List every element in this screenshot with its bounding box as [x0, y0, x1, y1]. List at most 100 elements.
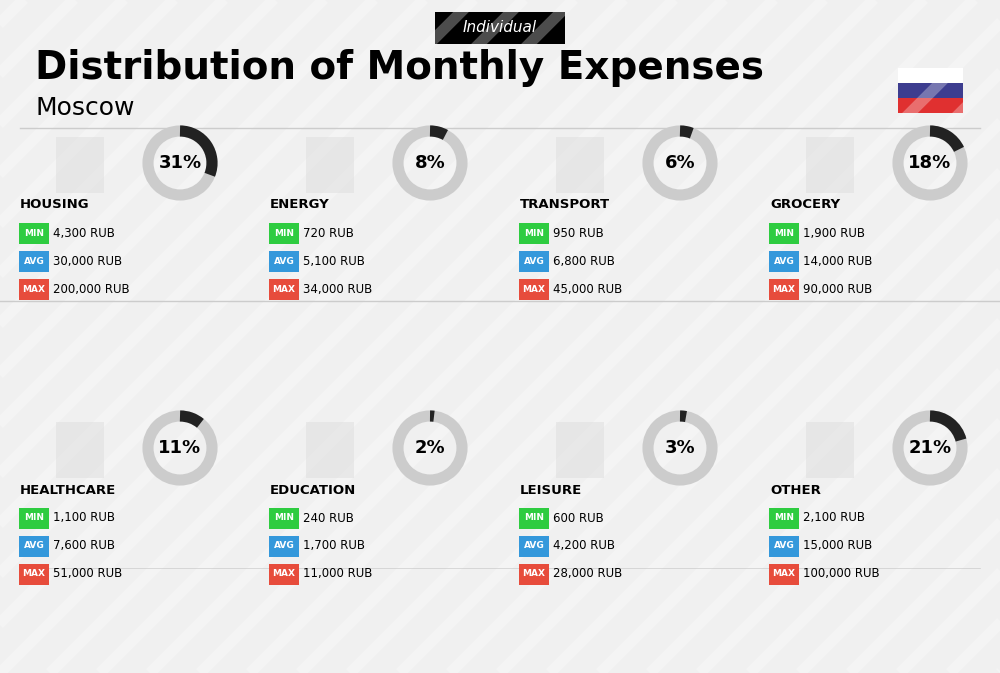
- Text: MIN: MIN: [524, 229, 544, 238]
- Text: 4,200 RUB: 4,200 RUB: [553, 540, 615, 553]
- Text: 200,000 RUB: 200,000 RUB: [53, 283, 130, 295]
- Text: 15,000 RUB: 15,000 RUB: [803, 540, 872, 553]
- Text: 240 RUB: 240 RUB: [303, 511, 354, 524]
- Text: 8%: 8%: [415, 154, 445, 172]
- Text: LEISURE: LEISURE: [520, 483, 582, 497]
- FancyBboxPatch shape: [269, 536, 299, 557]
- Text: 6,800 RUB: 6,800 RUB: [553, 254, 615, 267]
- Text: MIN: MIN: [774, 513, 794, 522]
- FancyBboxPatch shape: [519, 250, 549, 271]
- FancyBboxPatch shape: [519, 279, 549, 299]
- FancyBboxPatch shape: [898, 98, 963, 113]
- FancyBboxPatch shape: [19, 250, 49, 271]
- Text: MIN: MIN: [524, 513, 544, 522]
- FancyBboxPatch shape: [769, 223, 799, 244]
- Text: OTHER: OTHER: [770, 483, 821, 497]
- Text: MAX: MAX: [772, 569, 796, 579]
- FancyBboxPatch shape: [269, 250, 299, 271]
- Text: Moscow: Moscow: [35, 96, 134, 120]
- FancyBboxPatch shape: [269, 279, 299, 299]
- Text: 2%: 2%: [415, 439, 445, 457]
- Text: MAX: MAX: [273, 285, 296, 293]
- Text: 600 RUB: 600 RUB: [553, 511, 604, 524]
- Text: TRANSPORT: TRANSPORT: [520, 199, 610, 211]
- FancyBboxPatch shape: [519, 507, 549, 528]
- FancyBboxPatch shape: [769, 536, 799, 557]
- Text: 11,000 RUB: 11,000 RUB: [303, 567, 372, 581]
- Text: MIN: MIN: [274, 513, 294, 522]
- Text: MIN: MIN: [24, 513, 44, 522]
- Text: AVG: AVG: [24, 542, 44, 551]
- FancyBboxPatch shape: [769, 563, 799, 584]
- Text: 14,000 RUB: 14,000 RUB: [803, 254, 872, 267]
- Text: MAX: MAX: [522, 569, 546, 579]
- Text: 21%: 21%: [908, 439, 952, 457]
- Text: GROCERY: GROCERY: [770, 199, 840, 211]
- FancyBboxPatch shape: [19, 563, 49, 584]
- Text: AVG: AVG: [274, 542, 294, 551]
- Text: 28,000 RUB: 28,000 RUB: [553, 567, 622, 581]
- Text: 7,600 RUB: 7,600 RUB: [53, 540, 115, 553]
- Text: HEALTHCARE: HEALTHCARE: [20, 483, 116, 497]
- Text: 6%: 6%: [665, 154, 695, 172]
- Text: 950 RUB: 950 RUB: [553, 227, 604, 240]
- FancyBboxPatch shape: [898, 83, 963, 98]
- FancyBboxPatch shape: [269, 507, 299, 528]
- Text: 4,300 RUB: 4,300 RUB: [53, 227, 115, 240]
- FancyBboxPatch shape: [19, 279, 49, 299]
- Text: EDUCATION: EDUCATION: [270, 483, 356, 497]
- Text: 5,100 RUB: 5,100 RUB: [303, 254, 365, 267]
- FancyBboxPatch shape: [769, 250, 799, 271]
- Text: 1,700 RUB: 1,700 RUB: [303, 540, 365, 553]
- FancyBboxPatch shape: [898, 68, 963, 83]
- Text: MIN: MIN: [274, 229, 294, 238]
- Text: MAX: MAX: [273, 569, 296, 579]
- FancyBboxPatch shape: [769, 507, 799, 528]
- Text: Distribution of Monthly Expenses: Distribution of Monthly Expenses: [35, 49, 764, 87]
- Text: MIN: MIN: [24, 229, 44, 238]
- Text: 34,000 RUB: 34,000 RUB: [303, 283, 372, 295]
- Text: 45,000 RUB: 45,000 RUB: [553, 283, 622, 295]
- Text: 1,100 RUB: 1,100 RUB: [53, 511, 115, 524]
- FancyBboxPatch shape: [19, 507, 49, 528]
- Text: 31%: 31%: [158, 154, 202, 172]
- FancyBboxPatch shape: [269, 563, 299, 584]
- Text: AVG: AVG: [274, 256, 294, 266]
- Text: AVG: AVG: [24, 256, 44, 266]
- Text: ENERGY: ENERGY: [270, 199, 330, 211]
- FancyBboxPatch shape: [306, 422, 354, 478]
- Text: MAX: MAX: [22, 569, 46, 579]
- FancyBboxPatch shape: [306, 137, 354, 193]
- Text: 51,000 RUB: 51,000 RUB: [53, 567, 122, 581]
- Text: 18%: 18%: [908, 154, 952, 172]
- FancyBboxPatch shape: [769, 279, 799, 299]
- Text: AVG: AVG: [524, 542, 544, 551]
- Text: 90,000 RUB: 90,000 RUB: [803, 283, 872, 295]
- Text: MAX: MAX: [772, 285, 796, 293]
- Text: 3%: 3%: [665, 439, 695, 457]
- FancyBboxPatch shape: [519, 536, 549, 557]
- Text: 1,900 RUB: 1,900 RUB: [803, 227, 865, 240]
- FancyBboxPatch shape: [556, 137, 604, 193]
- FancyBboxPatch shape: [556, 422, 604, 478]
- Text: 30,000 RUB: 30,000 RUB: [53, 254, 122, 267]
- Text: 2,100 RUB: 2,100 RUB: [803, 511, 865, 524]
- FancyBboxPatch shape: [519, 563, 549, 584]
- FancyBboxPatch shape: [806, 422, 854, 478]
- Text: 100,000 RUB: 100,000 RUB: [803, 567, 880, 581]
- Text: MAX: MAX: [22, 285, 46, 293]
- FancyBboxPatch shape: [806, 137, 854, 193]
- Text: MIN: MIN: [774, 229, 794, 238]
- FancyBboxPatch shape: [269, 223, 299, 244]
- FancyBboxPatch shape: [519, 223, 549, 244]
- FancyBboxPatch shape: [56, 422, 104, 478]
- Text: HOUSING: HOUSING: [20, 199, 90, 211]
- Text: AVG: AVG: [774, 256, 794, 266]
- Text: Individual: Individual: [463, 20, 537, 36]
- Text: 720 RUB: 720 RUB: [303, 227, 354, 240]
- FancyBboxPatch shape: [56, 137, 104, 193]
- FancyBboxPatch shape: [19, 223, 49, 244]
- FancyBboxPatch shape: [435, 12, 565, 44]
- Text: AVG: AVG: [774, 542, 794, 551]
- Text: AVG: AVG: [524, 256, 544, 266]
